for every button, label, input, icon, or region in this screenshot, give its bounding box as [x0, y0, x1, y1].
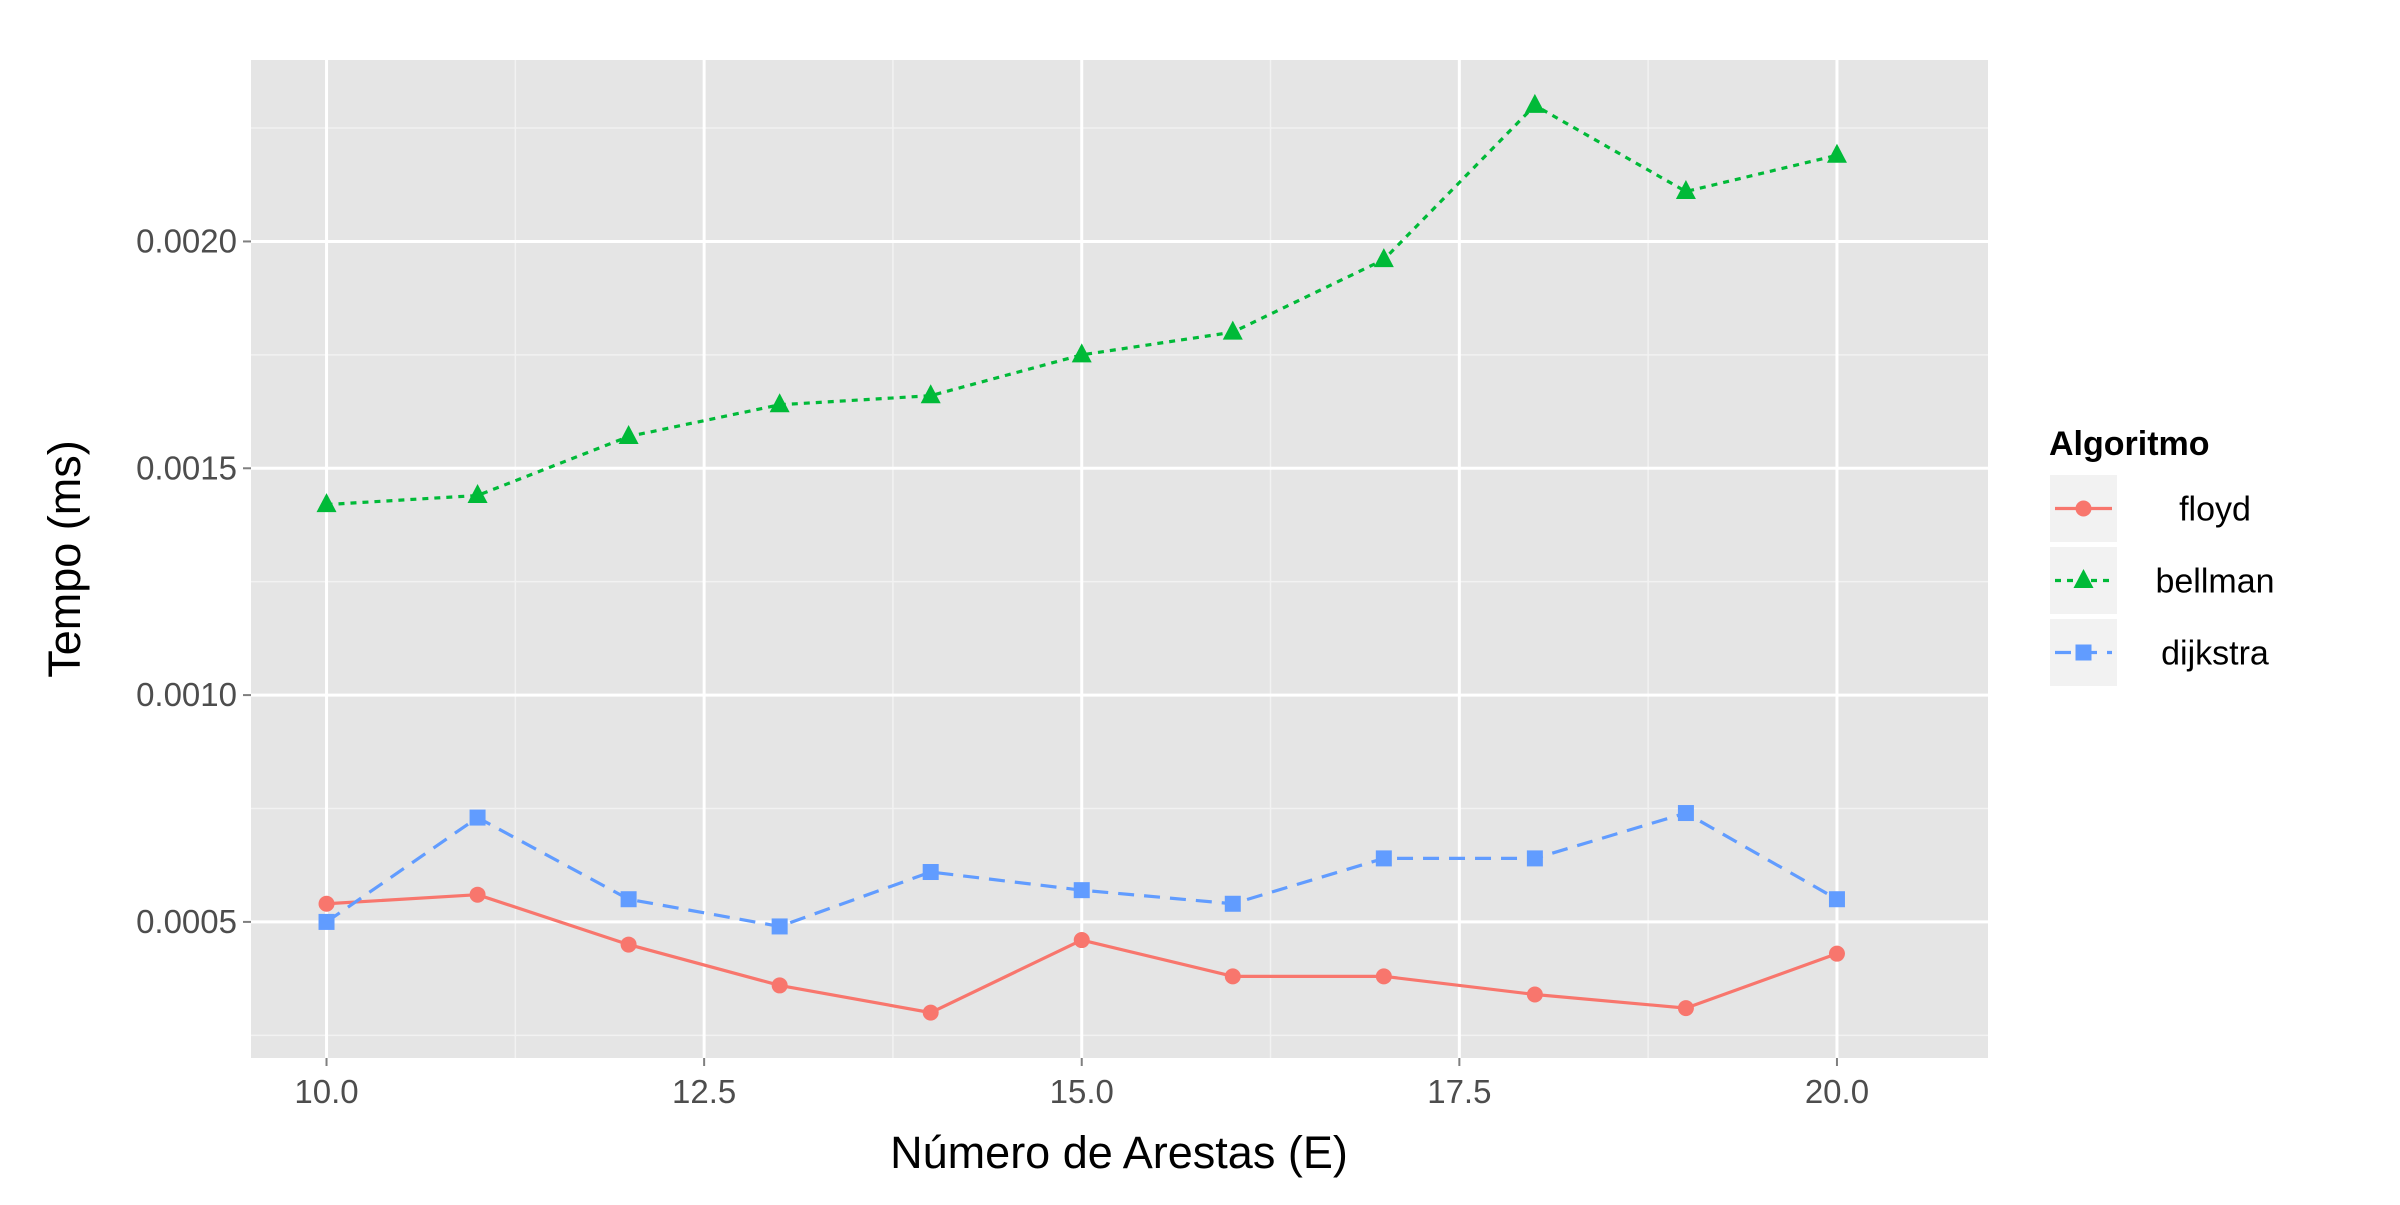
legend-label-floyd: floyd	[2179, 491, 2251, 529]
y-axis-ticks: 0.0005 0.0010 0.0015 0.0020	[136, 222, 251, 940]
data-point-floyd	[771, 977, 788, 994]
data-point-dijkstra	[469, 809, 486, 826]
data-point-floyd	[1375, 968, 1392, 985]
y-tick-label: 0.0020	[136, 222, 237, 259]
data-point-floyd	[1526, 986, 1543, 1003]
data-point-bellman	[1675, 180, 1696, 200]
data-point-dijkstra	[922, 864, 939, 881]
x-tick-label: 15.0	[1050, 1073, 1114, 1110]
data-point-bellman	[618, 425, 639, 445]
series-floyd	[318, 886, 1845, 1021]
data-point-bellman	[1071, 343, 1092, 363]
data-point-dijkstra	[318, 913, 335, 930]
y-tick-label: 0.0005	[136, 903, 237, 940]
data-point-bellman	[1524, 93, 1545, 113]
x-axis-ticks: 10.0 12.5 15.0 17.5 20.0	[294, 1058, 1869, 1110]
data-point-floyd	[922, 1004, 939, 1021]
legend-marker-bellman	[2073, 569, 2094, 588]
data-point-dijkstra	[1526, 850, 1543, 867]
x-tick-label: 20.0	[1805, 1073, 1869, 1110]
legend-item-dijkstra: dijkstra	[2048, 617, 2269, 688]
data-point-bellman	[1373, 248, 1394, 268]
data-point-floyd	[1073, 932, 1090, 949]
legend-marker-floyd	[2075, 500, 2092, 517]
series-bellman	[316, 93, 1847, 513]
legend-item-bellman: bellman	[2048, 545, 2275, 616]
legend-title: Algoritmo	[2049, 425, 2210, 463]
legend-item-floyd: floyd	[2048, 473, 2251, 544]
legend: Algoritmo floyd bellman dijkstra	[2048, 425, 2275, 688]
x-axis-title: Número de Arestas (E)	[890, 1127, 1348, 1178]
data-point-dijkstra	[771, 918, 788, 935]
legend-label-dijkstra: dijkstra	[2161, 635, 2269, 673]
legend-items: floyd bellman dijkstra	[2048, 473, 2275, 688]
data-point-bellman	[1222, 320, 1243, 340]
series-line-bellman	[326, 103, 1838, 507]
x-tick-label: 12.5	[672, 1073, 736, 1110]
data-point-dijkstra	[1073, 882, 1090, 899]
grid-minor	[251, 60, 1988, 1058]
data-point-floyd	[318, 895, 335, 912]
panel-background	[251, 60, 1988, 1058]
data-point-floyd	[620, 936, 637, 953]
x-tick-label: 17.5	[1427, 1073, 1491, 1110]
data-point-dijkstra	[1224, 895, 1241, 912]
y-tick-label: 0.0015	[136, 449, 237, 486]
series-dijkstra	[318, 805, 1845, 935]
data-point-dijkstra	[1375, 850, 1392, 867]
x-tick-label: 10.0	[294, 1073, 358, 1110]
data-point-bellman	[769, 393, 790, 413]
data-point-floyd	[1828, 945, 1845, 962]
data-point-dijkstra	[620, 891, 637, 908]
y-axis-title: Tempo (ms)	[39, 440, 90, 678]
data-point-bellman	[467, 483, 488, 503]
legend-marker-dijkstra	[2075, 644, 2092, 661]
data-point-dijkstra	[1677, 805, 1694, 822]
legend-label-bellman: bellman	[2155, 563, 2274, 601]
data-point-floyd	[469, 886, 486, 903]
data-point-bellman	[920, 384, 941, 404]
data-point-dijkstra	[1828, 891, 1845, 908]
data-point-bellman	[316, 493, 337, 513]
legend-key-dijkstra	[2048, 617, 2119, 688]
data-point-floyd	[1224, 968, 1241, 985]
series-layer	[316, 93, 1847, 1021]
data-point-bellman	[1826, 143, 1847, 163]
y-tick-label: 0.0010	[136, 676, 237, 713]
data-point-floyd	[1677, 1000, 1694, 1017]
